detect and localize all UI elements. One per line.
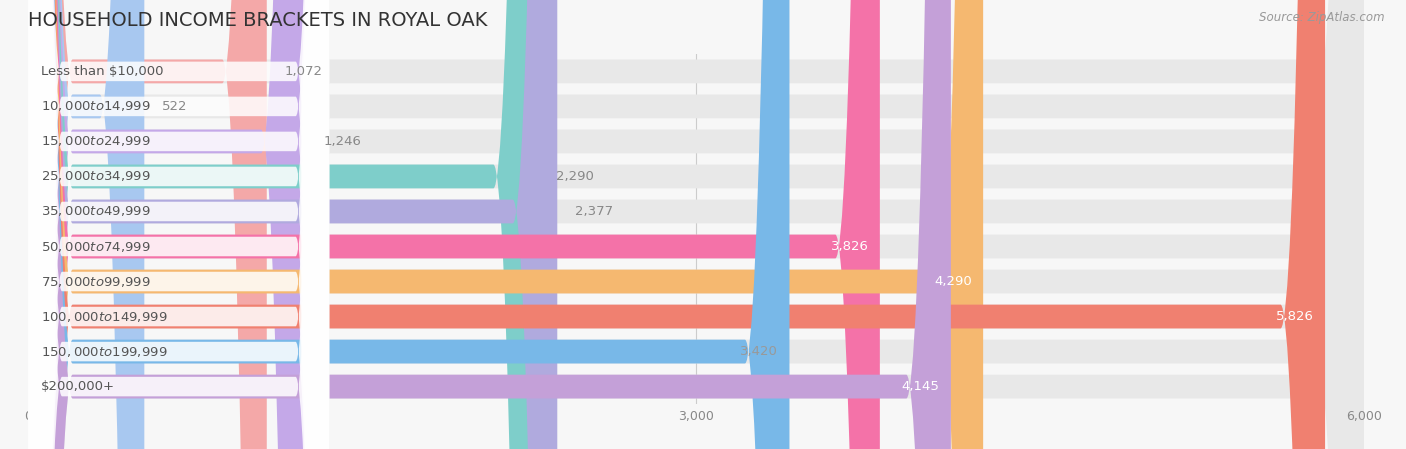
FancyBboxPatch shape: [28, 0, 329, 449]
Text: 2,377: 2,377: [575, 205, 613, 218]
FancyBboxPatch shape: [28, 0, 329, 449]
Text: 1,246: 1,246: [323, 135, 361, 148]
FancyBboxPatch shape: [28, 0, 329, 449]
FancyBboxPatch shape: [28, 0, 329, 449]
Text: $100,000 to $149,999: $100,000 to $149,999: [41, 309, 167, 324]
Text: 3,420: 3,420: [741, 345, 779, 358]
Text: 2,290: 2,290: [555, 170, 593, 183]
FancyBboxPatch shape: [28, 0, 329, 449]
FancyBboxPatch shape: [28, 0, 1364, 449]
FancyBboxPatch shape: [28, 0, 329, 449]
Text: $150,000 to $199,999: $150,000 to $199,999: [41, 344, 167, 359]
FancyBboxPatch shape: [28, 0, 267, 449]
FancyBboxPatch shape: [28, 0, 329, 449]
Text: $75,000 to $99,999: $75,000 to $99,999: [41, 274, 150, 289]
Text: 3,826: 3,826: [831, 240, 869, 253]
Text: Source: ZipAtlas.com: Source: ZipAtlas.com: [1260, 11, 1385, 24]
FancyBboxPatch shape: [28, 0, 329, 449]
FancyBboxPatch shape: [28, 0, 557, 449]
FancyBboxPatch shape: [28, 0, 1364, 449]
Text: 4,290: 4,290: [934, 275, 972, 288]
Text: $15,000 to $24,999: $15,000 to $24,999: [41, 134, 150, 149]
FancyBboxPatch shape: [28, 0, 1364, 449]
FancyBboxPatch shape: [28, 0, 983, 449]
FancyBboxPatch shape: [28, 0, 1364, 449]
Text: $25,000 to $34,999: $25,000 to $34,999: [41, 169, 150, 184]
Text: HOUSEHOLD INCOME BRACKETS IN ROYAL OAK: HOUSEHOLD INCOME BRACKETS IN ROYAL OAK: [28, 11, 488, 30]
Text: $35,000 to $49,999: $35,000 to $49,999: [41, 204, 150, 219]
Text: 1,072: 1,072: [284, 65, 322, 78]
FancyBboxPatch shape: [28, 0, 329, 449]
FancyBboxPatch shape: [28, 0, 1364, 449]
FancyBboxPatch shape: [28, 0, 790, 449]
FancyBboxPatch shape: [28, 0, 145, 449]
Text: $200,000+: $200,000+: [41, 380, 114, 393]
Text: $50,000 to $74,999: $50,000 to $74,999: [41, 239, 150, 254]
Text: Less than $10,000: Less than $10,000: [41, 65, 163, 78]
FancyBboxPatch shape: [28, 0, 1364, 449]
FancyBboxPatch shape: [28, 0, 1324, 449]
FancyBboxPatch shape: [28, 0, 329, 449]
Text: 4,145: 4,145: [901, 380, 939, 393]
Text: 522: 522: [162, 100, 187, 113]
FancyBboxPatch shape: [28, 0, 950, 449]
FancyBboxPatch shape: [28, 0, 1364, 449]
FancyBboxPatch shape: [28, 0, 305, 449]
Text: $10,000 to $14,999: $10,000 to $14,999: [41, 99, 150, 114]
Text: 5,826: 5,826: [1277, 310, 1315, 323]
FancyBboxPatch shape: [28, 0, 880, 449]
FancyBboxPatch shape: [28, 0, 1364, 449]
FancyBboxPatch shape: [28, 0, 1364, 449]
FancyBboxPatch shape: [28, 0, 1364, 449]
FancyBboxPatch shape: [28, 0, 538, 449]
